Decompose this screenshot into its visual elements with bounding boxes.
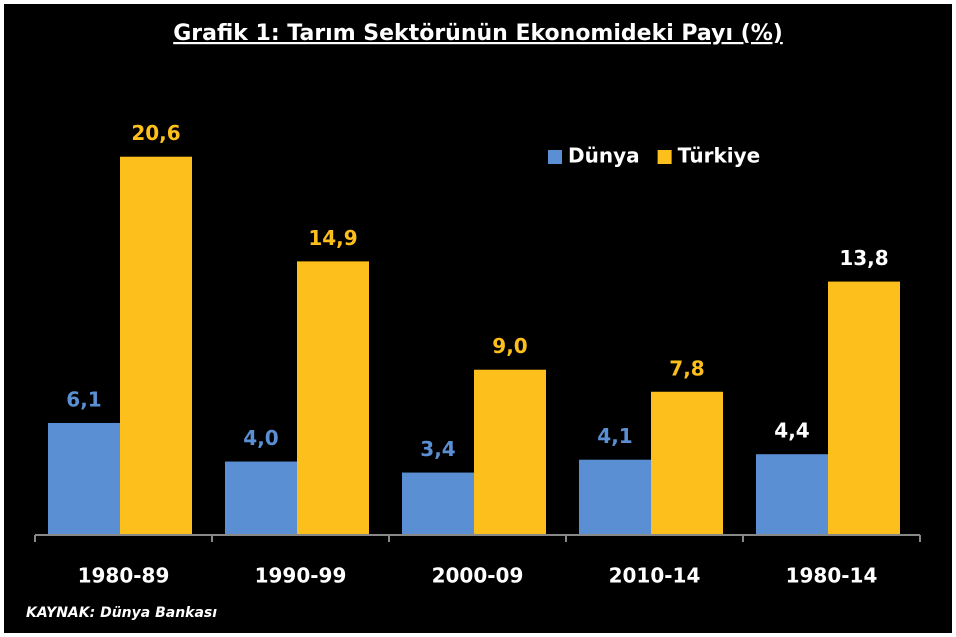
value-label: 9,0 [492, 334, 527, 358]
bar [297, 261, 369, 535]
legend-label: Türkiye [678, 144, 761, 168]
value-label: 7,8 [669, 356, 704, 380]
x-tick-label: 1980-14 [786, 564, 878, 588]
legend-swatch [548, 150, 562, 164]
bar [651, 391, 723, 535]
value-label: 14,9 [308, 226, 357, 250]
bar [48, 422, 120, 535]
value-label: 6,1 [66, 387, 101, 411]
x-tick-label: 2010-14 [609, 564, 701, 588]
value-label: 4,0 [243, 426, 278, 450]
value-label: 20,6 [131, 121, 180, 145]
bar [402, 472, 474, 535]
x-tick-label: 1990-99 [255, 564, 347, 588]
bar [225, 461, 297, 535]
x-tick-label: 2000-09 [432, 564, 524, 588]
bar [579, 459, 651, 535]
value-label: 4,4 [774, 419, 809, 443]
bar [120, 156, 192, 535]
legend-swatch [657, 150, 672, 164]
bar [474, 369, 546, 535]
value-label: 4,1 [597, 424, 632, 448]
chart-title: Grafik 1: Tarım Sektörünün Ekonomideki P… [173, 21, 783, 46]
value-label: 13,8 [839, 246, 888, 270]
legend-label: Dünya [568, 144, 640, 168]
source: KAYNAK: Dünya Bankası [26, 605, 217, 621]
bar [756, 454, 828, 535]
x-tick-label: 1980-89 [78, 564, 170, 588]
bar [828, 281, 900, 535]
value-label: 3,4 [420, 437, 455, 461]
